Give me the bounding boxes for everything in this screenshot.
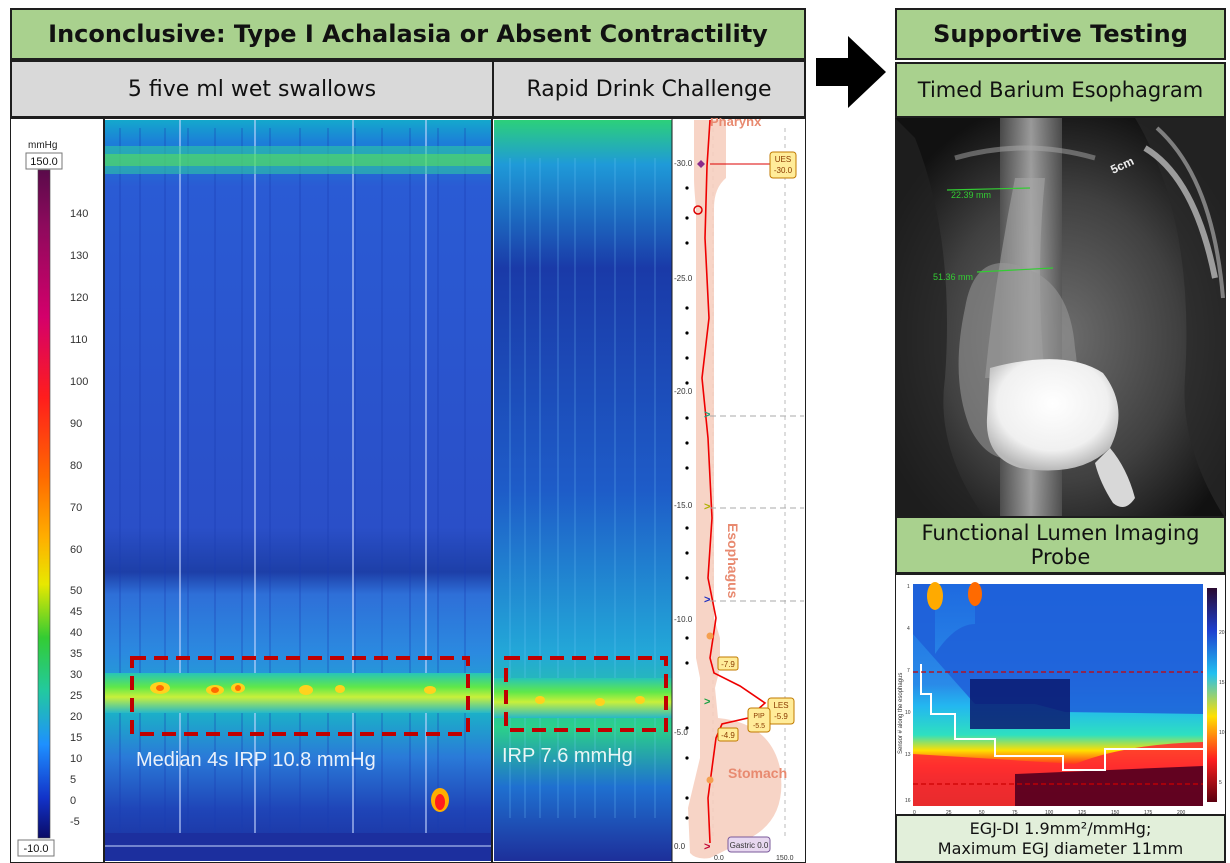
scale-tick: 40 (70, 627, 82, 639)
depth-bottom-tick: 150.0 (776, 855, 794, 862)
barium-label: Timed Barium Esophagram (895, 62, 1226, 118)
inconclusive-title: Inconclusive: Type I Achalasia or Absent… (10, 8, 806, 60)
scale-tick: 110 (70, 334, 88, 346)
flip-x-tick: 150 (1111, 810, 1120, 816)
rdc-irp-box (504, 656, 668, 732)
xray-measurements: 22.39 mm 51.36 mm (933, 187, 1054, 282)
manometry-figure: mmHg 150.0 -10.0 140 130 120 110 100 90 … (10, 118, 806, 863)
xray-measure-2: 51.36 mm (933, 272, 973, 282)
marker-lower: -4.9 (721, 731, 735, 740)
scale-tick: 140 (70, 208, 88, 220)
scale-tick: 45 (70, 606, 82, 618)
ues-value: -30.0 (774, 166, 793, 175)
flip-x-tick: 100 (1045, 810, 1054, 816)
flip-y-tick: 7 (907, 668, 910, 674)
scale-tick: 50 (70, 585, 82, 597)
pip-label: PIP (753, 713, 765, 720)
ues-label: UES (775, 155, 791, 164)
flip-y-tick: 1 (907, 584, 910, 590)
scale-tick: 20 (70, 711, 82, 723)
flip-scale-tick: 10 (1219, 730, 1225, 736)
scale-tick: 70 (70, 502, 82, 514)
region-esophagus: Esophagus (725, 523, 741, 599)
egj-di-text: EGJ-DI 1.9mm²/mmHg; (969, 819, 1152, 839)
flip-x-tick: 25 (946, 810, 952, 816)
scale-tick: 30 (70, 669, 82, 681)
scale-unit: mmHg (28, 140, 57, 151)
scale-tick: 15 (70, 732, 82, 744)
egj-results-label: EGJ-DI 1.9mm²/mmHg; Maximum EGJ diameter… (895, 814, 1226, 863)
scale-tick: 80 (70, 460, 82, 472)
flip-x-tick: 175 (1144, 810, 1153, 816)
supportive-testing-title: Supportive Testing (895, 8, 1226, 60)
swallows-irp-label: Median 4s IRP 10.8 mmHg (136, 749, 376, 771)
region-stomach: Stomach (728, 765, 787, 781)
scale-tick: 120 (70, 292, 88, 304)
les-label: LES (773, 701, 788, 710)
flip-panometry-image: Sensor # along the esophagus 0 25 50 75 … (895, 574, 1226, 816)
scale-tick: 90 (70, 418, 82, 430)
rdc-header: Rapid Drink Challenge (492, 60, 806, 118)
scale-tick: 100 (70, 376, 88, 388)
depth-tick: -30.0 (674, 159, 693, 168)
depth-tick: -10.0 (674, 615, 693, 624)
scale-max: 150.0 (30, 156, 58, 168)
region-pharynx: Pharynx (710, 118, 762, 129)
scale-tick: 25 (70, 690, 82, 702)
flip-y-label: Sensor # along the esophagus (898, 673, 904, 754)
depth-bottom-tick: 0.0 (714, 855, 724, 862)
flip-scale-tick: 5 (1219, 780, 1222, 786)
svg-text:>: > (704, 501, 710, 513)
svg-text:>: > (704, 841, 710, 853)
pip-value: -5.5 (753, 723, 765, 730)
swallows-heatmap (104, 120, 492, 861)
scale-tick: 0 (70, 795, 76, 807)
depth-tick: -20.0 (674, 387, 693, 396)
depth-tick: 0.0 (674, 842, 686, 851)
flip-x-tick: 75 (1012, 810, 1018, 816)
flip-scale-tick: 15 (1219, 680, 1225, 686)
scale-tick: -5 (70, 816, 80, 828)
depth-tick: -5.0 (674, 728, 688, 737)
gastric-label: Gastric 0.0 (730, 841, 769, 850)
depth-axis-panel: Pharynx Esophagus Stomach -30.0 -25.0 -2… (672, 118, 804, 862)
flip-scale-tick: 20 (1219, 630, 1225, 636)
arrow-right-icon (816, 36, 886, 108)
svg-text:>: > (704, 696, 710, 708)
swallows-header: 5 five ml wet swallows (10, 60, 494, 118)
scale-tick: 5 (70, 774, 76, 786)
egj-diameter-text: Maximum EGJ diameter 11mm (937, 838, 1184, 858)
scale-tick: 60 (70, 544, 82, 556)
swallows-irp-box (130, 656, 470, 736)
scale-tick: 130 (70, 250, 88, 262)
marker-upper: -7.9 (721, 660, 735, 669)
flip-y-tick: 10 (905, 710, 911, 716)
flip-label: Functional Lumen Imaging Probe (895, 516, 1226, 574)
flip-x-tick: 50 (979, 810, 985, 816)
svg-text:>: > (704, 594, 710, 606)
depth-tick: -25.0 (674, 274, 693, 283)
flip-y-tick: 13 (905, 752, 911, 758)
depth-tick: -15.0 (674, 501, 693, 510)
rdc-heatmap (494, 120, 672, 861)
flip-x-tick: 200 (1177, 810, 1186, 816)
barium-xray-image: 22.39 mm 51.36 mm 5cm (895, 118, 1226, 518)
xray-measure-1: 22.39 mm (951, 190, 991, 200)
scale-ticks: 140 130 120 110 100 90 80 70 60 50 45 40… (70, 208, 88, 828)
les-value: -5.9 (774, 712, 788, 721)
svg-text:>: > (704, 409, 710, 421)
scale-tick: 10 (70, 753, 82, 765)
flip-x-tick: 0 (913, 810, 916, 816)
rdc-irp-label: IRP 7.6 mmHg (502, 745, 633, 767)
flip-x-tick: 125 (1078, 810, 1087, 816)
flip-y-tick: 4 (907, 626, 910, 632)
scale-min: -10.0 (23, 843, 48, 855)
scale-tick: 35 (70, 648, 82, 660)
flip-y-tick: 16 (905, 798, 911, 804)
